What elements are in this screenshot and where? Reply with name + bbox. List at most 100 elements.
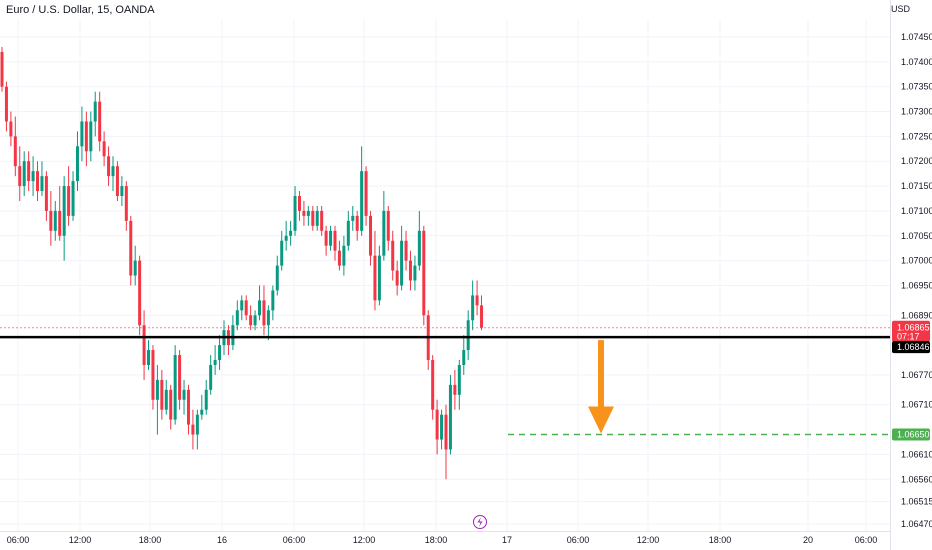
time-tick-label: 17 <box>502 535 512 545</box>
candle <box>18 146 22 201</box>
candle <box>435 399 439 455</box>
price-tick-label: 1.06710 <box>901 400 932 410</box>
candle <box>111 156 115 192</box>
candle <box>391 230 395 281</box>
candle <box>440 409 444 450</box>
price-tick-label: 1.07200 <box>901 156 932 166</box>
candle <box>147 340 151 370</box>
time-tick-label: 06:00 <box>855 535 878 545</box>
level-price-value: 1.06846 <box>897 342 930 352</box>
candle <box>231 315 235 351</box>
candle <box>53 200 57 241</box>
candle <box>98 91 102 152</box>
candle <box>249 305 253 331</box>
candle <box>369 210 373 266</box>
candle <box>355 210 359 241</box>
candle <box>471 280 475 331</box>
candles <box>0 46 484 480</box>
current-price-tag <box>892 320 930 342</box>
candle <box>107 146 111 187</box>
candle <box>129 215 133 286</box>
down-arrow-icon[interactable] <box>588 340 614 434</box>
candle <box>93 91 97 137</box>
candle <box>142 310 146 380</box>
price-tick-label: 1.07250 <box>901 131 932 141</box>
candle <box>426 310 430 370</box>
price-tick-label: 1.06560 <box>901 474 932 484</box>
candle <box>133 245 137 286</box>
candle <box>289 220 293 246</box>
candle <box>324 225 328 256</box>
price-tick-label: 1.06950 <box>901 280 932 290</box>
candle <box>240 295 244 321</box>
time-tick-label: 16 <box>217 535 227 545</box>
candle <box>448 374 452 455</box>
price-tick-label: 1.07400 <box>901 57 932 67</box>
candle <box>422 225 426 326</box>
time-tick-label: 06:00 <box>283 535 306 545</box>
candle <box>302 200 306 226</box>
price-tick-label: 1.06610 <box>901 449 932 459</box>
candle <box>58 186 62 241</box>
candle <box>49 191 53 246</box>
time-tick-label: 18:00 <box>425 535 448 545</box>
candle <box>120 176 124 206</box>
candle <box>408 250 412 291</box>
candle <box>377 245 381 306</box>
candle <box>102 131 106 167</box>
target-price-tag <box>892 428 930 441</box>
candle <box>186 384 190 435</box>
time-tick-label: 06:00 <box>7 535 30 545</box>
price-tick-label: 1.07000 <box>901 256 932 266</box>
candle <box>182 379 186 415</box>
candle <box>151 345 155 410</box>
candle <box>169 384 173 430</box>
time-tick-label: 12:00 <box>353 535 376 545</box>
overlays <box>0 327 890 436</box>
candle <box>235 300 239 331</box>
candle <box>444 404 448 480</box>
candle <box>453 369 457 410</box>
price-tick-label: 1.07450 <box>901 32 932 42</box>
candle <box>84 111 88 167</box>
candle <box>44 171 48 221</box>
time-axis[interactable]: 06:00 12:00 18:00 16 06:00 12:00 18:00 17 06:00 1… <box>7 535 878 545</box>
candle <box>80 106 84 162</box>
candle <box>293 186 297 236</box>
candle <box>178 350 182 410</box>
candle <box>124 181 128 231</box>
candle <box>280 230 284 271</box>
candle <box>417 210 421 271</box>
candle <box>431 355 435 420</box>
candle <box>173 345 177 425</box>
price-tick-label: 1.06515 <box>901 497 932 507</box>
candle <box>226 325 230 356</box>
price-tick-label: 1.06890 <box>901 310 932 320</box>
candle <box>395 260 399 296</box>
candle <box>9 111 13 147</box>
price-tick-label: 1.07150 <box>901 181 932 191</box>
lightning-icon[interactable] <box>473 515 487 529</box>
level-price-tag <box>892 341 930 354</box>
candle <box>155 364 159 435</box>
candle <box>373 230 377 311</box>
candle <box>204 379 208 415</box>
price-tags: 1.06865 07:17 1.06846 1.06650 <box>892 320 930 441</box>
candle <box>306 205 310 226</box>
candle <box>0 46 4 92</box>
candle <box>315 205 319 231</box>
price-tick-label: 1.06770 <box>901 370 932 380</box>
candle <box>36 161 40 201</box>
candle <box>62 176 66 261</box>
price-axis[interactable]: 1.07450 1.07400 1.07350 1.07300 1.07250 1.072… <box>901 32 932 529</box>
candle <box>404 230 408 271</box>
candle <box>258 285 262 321</box>
candle <box>71 171 75 221</box>
time-tick-label: 06:00 <box>567 535 590 545</box>
candle <box>311 205 315 231</box>
candle <box>329 225 333 251</box>
candle <box>337 240 341 271</box>
time-tick-label: 12:00 <box>637 535 660 545</box>
candle <box>191 409 195 450</box>
